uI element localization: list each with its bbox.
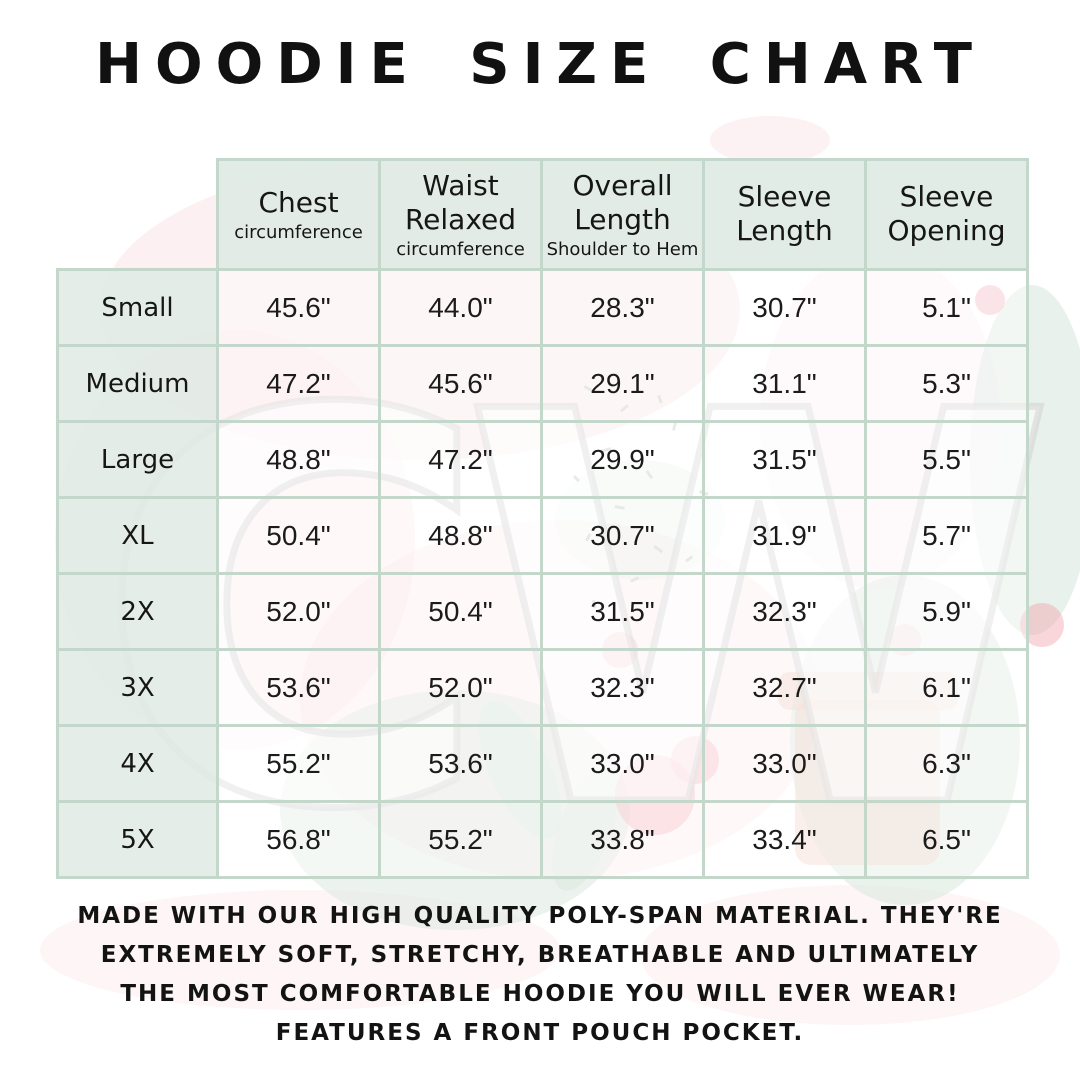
- size-row-label: XL: [56, 496, 219, 575]
- page-title: HOODIE SIZE CHART: [95, 32, 985, 97]
- column-title: Chest: [258, 185, 339, 219]
- size-value: 31.9": [702, 496, 867, 575]
- size-value: 55.2": [378, 800, 543, 879]
- size-value: 5.1": [864, 268, 1029, 347]
- size-value: 45.6": [378, 344, 543, 423]
- size-value: 5.7": [864, 496, 1029, 575]
- table-row-small: Small 45.6" 44.0" 28.3" 30.7" 5.1": [56, 268, 1029, 347]
- size-value: 31.5": [702, 420, 867, 499]
- size-value: 47.2": [216, 344, 381, 423]
- size-value: 30.7": [702, 268, 867, 347]
- size-value: 33.8": [540, 800, 705, 879]
- column-title: Waist Relaxed: [404, 168, 517, 236]
- size-row-label: 4X: [56, 724, 219, 803]
- size-value: 55.2": [216, 724, 381, 803]
- column-title: Sleeve Length: [736, 179, 833, 247]
- size-value: 6.1": [864, 648, 1029, 727]
- column-header-sleeve-opening: Sleeve Opening: [864, 158, 1029, 271]
- size-value: 33.4": [702, 800, 867, 879]
- size-value: 52.0": [216, 572, 381, 651]
- column-title: Sleeve Opening: [887, 179, 1006, 247]
- size-value: 5.3": [864, 344, 1029, 423]
- size-value: 53.6": [216, 648, 381, 727]
- column-subtitle: Shoulder to Hem: [546, 238, 699, 260]
- column-header-waist: Waist Relaxed circumference: [378, 158, 543, 271]
- size-value: 32.3": [540, 648, 705, 727]
- size-value: 31.5": [540, 572, 705, 651]
- size-value: 52.0": [378, 648, 543, 727]
- size-row-label: Large: [56, 420, 219, 499]
- size-value: 32.7": [702, 648, 867, 727]
- size-value: 29.9": [540, 420, 705, 499]
- size-value: 48.8": [216, 420, 381, 499]
- size-row-label: 2X: [56, 572, 219, 651]
- size-value: 53.6": [378, 724, 543, 803]
- table-row-5x: 5X 56.8" 55.2" 33.8" 33.4" 6.5": [56, 800, 1029, 879]
- column-title: Overall Length: [572, 168, 673, 236]
- size-value: 50.4": [216, 496, 381, 575]
- size-value: 33.0": [540, 724, 705, 803]
- size-value: 56.8": [216, 800, 381, 879]
- table-row-medium: Medium 47.2" 45.6" 29.1" 31.1" 5.3": [56, 344, 1029, 423]
- size-value: 48.8": [378, 496, 543, 575]
- size-value: 32.3": [702, 572, 867, 651]
- size-value: 47.2": [378, 420, 543, 499]
- size-value: 33.0": [702, 724, 867, 803]
- material-description: MADE WITH OUR HIGH QUALITY POLY-SPAN MAT…: [77, 903, 1003, 1046]
- size-chart-table: Chest circumference Waist Relaxed circum…: [56, 158, 1029, 879]
- size-value: 50.4": [378, 572, 543, 651]
- size-row-label: Medium: [56, 344, 219, 423]
- size-value: 29.1": [540, 344, 705, 423]
- corner-empty-cell: [58, 160, 218, 270]
- header-row: Chest circumference Waist Relaxed circum…: [58, 158, 1029, 271]
- size-value: 28.3": [540, 268, 705, 347]
- column-header-chest: Chest circumference: [216, 158, 381, 271]
- table-row-large: Large 48.8" 47.2" 29.9" 31.5" 5.5": [56, 420, 1029, 499]
- size-value: 5.9": [864, 572, 1029, 651]
- size-value: 6.5": [864, 800, 1029, 879]
- size-row-label: 5X: [56, 800, 219, 879]
- column-header-sleeve-length: Sleeve Length: [702, 158, 867, 271]
- column-subtitle: circumference: [396, 238, 525, 260]
- table-row-4x: 4X 55.2" 53.6" 33.0" 33.0" 6.3": [56, 724, 1029, 803]
- table-row-2x: 2X 52.0" 50.4" 31.5" 32.3" 5.9": [56, 572, 1029, 651]
- size-row-label: 3X: [56, 648, 219, 727]
- size-value: 45.6": [216, 268, 381, 347]
- table-row-3x: 3X 53.6" 52.0" 32.3" 32.7" 6.1": [56, 648, 1029, 727]
- table-row-xl: XL 50.4" 48.8" 30.7" 31.9" 5.7": [56, 496, 1029, 575]
- size-row-label: Small: [56, 268, 219, 347]
- size-value: 6.3": [864, 724, 1029, 803]
- size-value: 5.5": [864, 420, 1029, 499]
- column-header-overall-length: Overall Length Shoulder to Hem: [540, 158, 705, 271]
- column-subtitle: circumference: [234, 221, 363, 243]
- size-value: 31.1": [702, 344, 867, 423]
- size-value: 44.0": [378, 268, 543, 347]
- size-value: 30.7": [540, 496, 705, 575]
